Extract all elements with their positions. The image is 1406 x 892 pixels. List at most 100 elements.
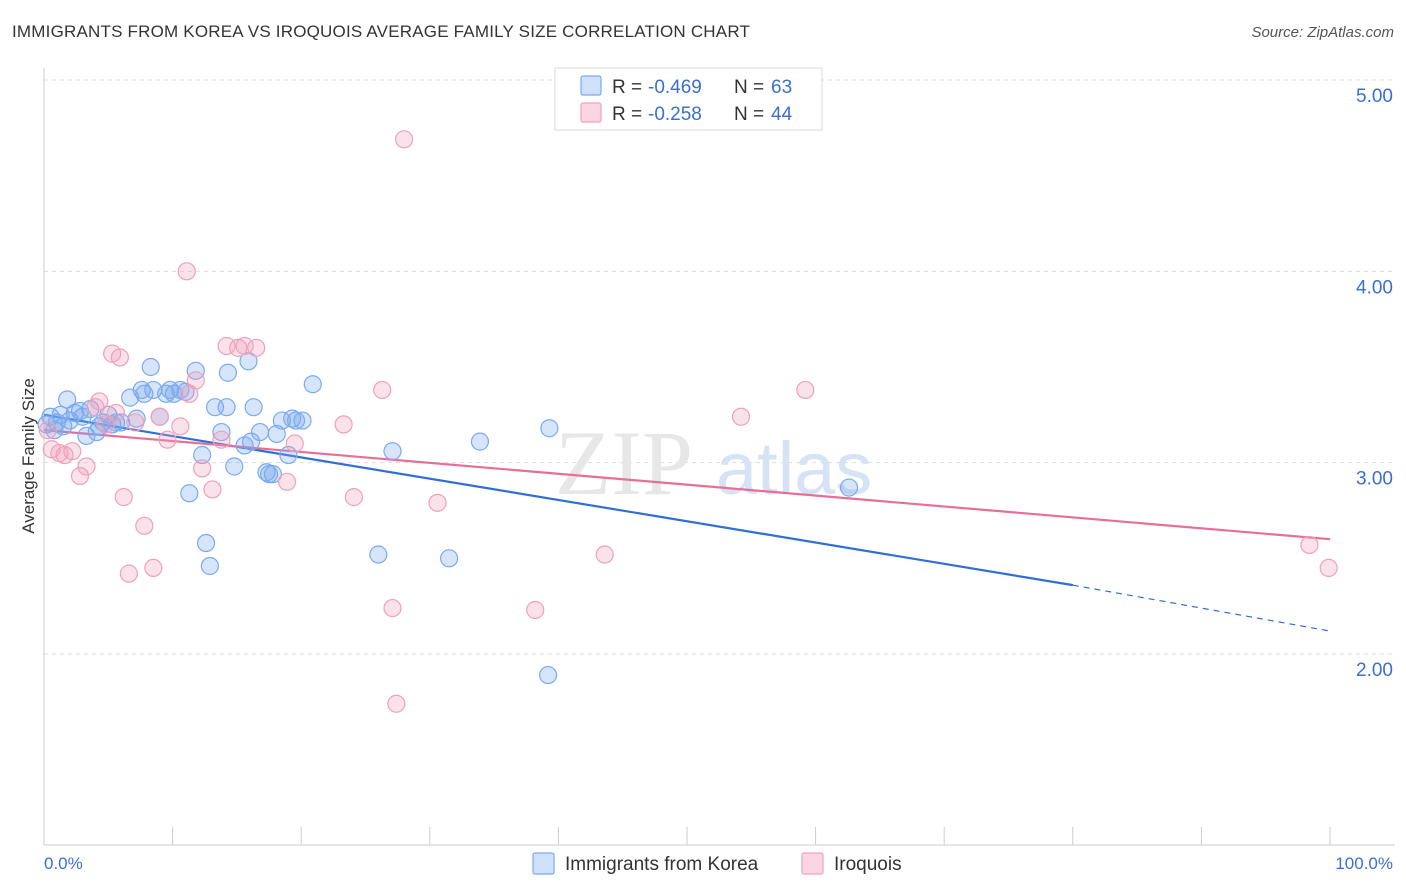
korea-point xyxy=(383,442,402,461)
iroquois-point xyxy=(106,403,126,423)
korea-point xyxy=(293,411,312,430)
korea-point xyxy=(244,398,263,417)
iroquois-point xyxy=(38,421,57,440)
legend-iroquois-r-value: -0.258 xyxy=(648,104,702,125)
iroquois-point xyxy=(428,493,447,512)
iroquois-point xyxy=(373,380,392,400)
iroquois-point xyxy=(96,415,115,434)
korea-point xyxy=(135,384,154,403)
legend-iroquois-r-label: R = xyxy=(612,104,642,125)
korea-point xyxy=(839,478,859,497)
iroquois-point xyxy=(1319,558,1338,578)
korea-point xyxy=(58,390,77,409)
iroquois-point xyxy=(150,407,169,426)
legend-korea-r-value: -0.469 xyxy=(648,77,702,98)
iroquois-point xyxy=(383,598,402,618)
legend-iroquois-series-swatch xyxy=(801,852,824,875)
iroquois-point xyxy=(526,600,545,620)
axes xyxy=(43,68,1395,846)
iroquois-point xyxy=(217,336,236,356)
iroquois-point xyxy=(277,472,297,491)
legend-iroquois-series-label: Iroquois xyxy=(834,854,902,875)
korea-point xyxy=(286,411,306,430)
korea-point xyxy=(212,422,231,442)
iroquois-point xyxy=(90,392,109,411)
korea-point xyxy=(196,533,216,553)
korea-point xyxy=(303,375,322,394)
iroquois-point xyxy=(1300,535,1319,555)
y-tick-labels: 2.00 3.00 4.00 5.00 xyxy=(1356,86,1393,681)
legend-korea-swatch xyxy=(580,75,602,96)
x-tick-labels: 0.0% 100.0% xyxy=(44,854,1393,873)
iroquois-point xyxy=(158,430,177,449)
y-tick-label: 5.00 xyxy=(1356,86,1393,107)
y-tick-label: 4.00 xyxy=(1356,277,1393,298)
korea-point xyxy=(51,405,70,424)
y-tick-label: 3.00 xyxy=(1356,469,1393,490)
iroquois-point xyxy=(63,442,82,461)
korea-point xyxy=(112,413,131,432)
iroquois-point xyxy=(186,371,205,390)
iroquois-point xyxy=(114,488,133,507)
x-tick-label-max: 100.0% xyxy=(1335,854,1393,873)
legend-korea-series-swatch xyxy=(532,852,555,875)
korea-point xyxy=(239,352,258,371)
legend-korea-n-value: 63 xyxy=(771,77,792,98)
korea-point xyxy=(263,465,283,484)
iroquois-point xyxy=(229,338,248,357)
iroquois-point xyxy=(595,545,614,564)
iroquois-trend-line xyxy=(43,429,1331,541)
korea-point xyxy=(180,484,199,503)
korea-point xyxy=(259,465,279,484)
korea-point xyxy=(369,545,388,564)
korea-point xyxy=(250,422,270,442)
iroquois-point xyxy=(193,459,212,478)
legend-korea-r-label: R = xyxy=(612,77,642,98)
korea-point xyxy=(539,665,558,685)
iroquois-point xyxy=(212,430,231,449)
korea-point xyxy=(279,445,298,465)
iroquois-point xyxy=(247,338,266,357)
trend-lines xyxy=(43,413,1331,632)
iroquois-point xyxy=(70,466,90,486)
legend-korea-n-label: N = xyxy=(734,77,764,98)
iroquois-point xyxy=(77,457,96,476)
korea-point xyxy=(141,357,160,377)
korea-point xyxy=(186,361,205,380)
chart-title: IMMIGRANTS FROM KOREA VS IROQUOIS AVERAG… xyxy=(12,22,751,41)
iroquois-point xyxy=(394,130,414,149)
korea-point xyxy=(225,457,244,476)
y-tick-label: 2.00 xyxy=(1356,660,1393,681)
iroquois-point xyxy=(203,480,222,499)
legend-iroquois-swatch xyxy=(580,102,602,123)
iroquois-point xyxy=(796,380,815,400)
iroquois-point xyxy=(177,262,196,281)
korea-point xyxy=(267,424,286,444)
x-tick-label-min: 0.0% xyxy=(44,854,83,873)
series-legend: Immigrants from Korea Iroquois xyxy=(532,852,902,875)
iroquois-point xyxy=(387,694,406,713)
korea-point xyxy=(200,556,219,576)
korea-point xyxy=(439,549,459,568)
iroquois-point xyxy=(285,434,304,453)
iroquois-point xyxy=(344,488,364,507)
korea-trend-extension xyxy=(1072,584,1331,632)
korea-point xyxy=(470,432,490,451)
legend-korea-series-label: Immigrants from Korea xyxy=(565,854,759,875)
iroquois-point xyxy=(144,558,163,578)
iroquois-point xyxy=(110,348,129,367)
iroquois-point xyxy=(126,413,145,432)
legend-iroquois-n-value: 44 xyxy=(771,104,793,125)
iroquois-point xyxy=(135,516,154,535)
correlation-legend: R = -0.469 N = 63 R = -0.258 N = 44 xyxy=(554,67,823,131)
korea-point xyxy=(218,363,237,382)
data-points xyxy=(37,130,1338,713)
y-axis-label: Average Family Size xyxy=(19,378,38,534)
chart-source: Source: ZipAtlas.com xyxy=(1251,24,1394,41)
korea-point xyxy=(193,445,212,465)
korea-point xyxy=(257,463,276,482)
legend-iroquois-n-label: N = xyxy=(734,104,764,125)
korea-point xyxy=(217,398,236,417)
korea-trend-line xyxy=(43,413,1073,587)
